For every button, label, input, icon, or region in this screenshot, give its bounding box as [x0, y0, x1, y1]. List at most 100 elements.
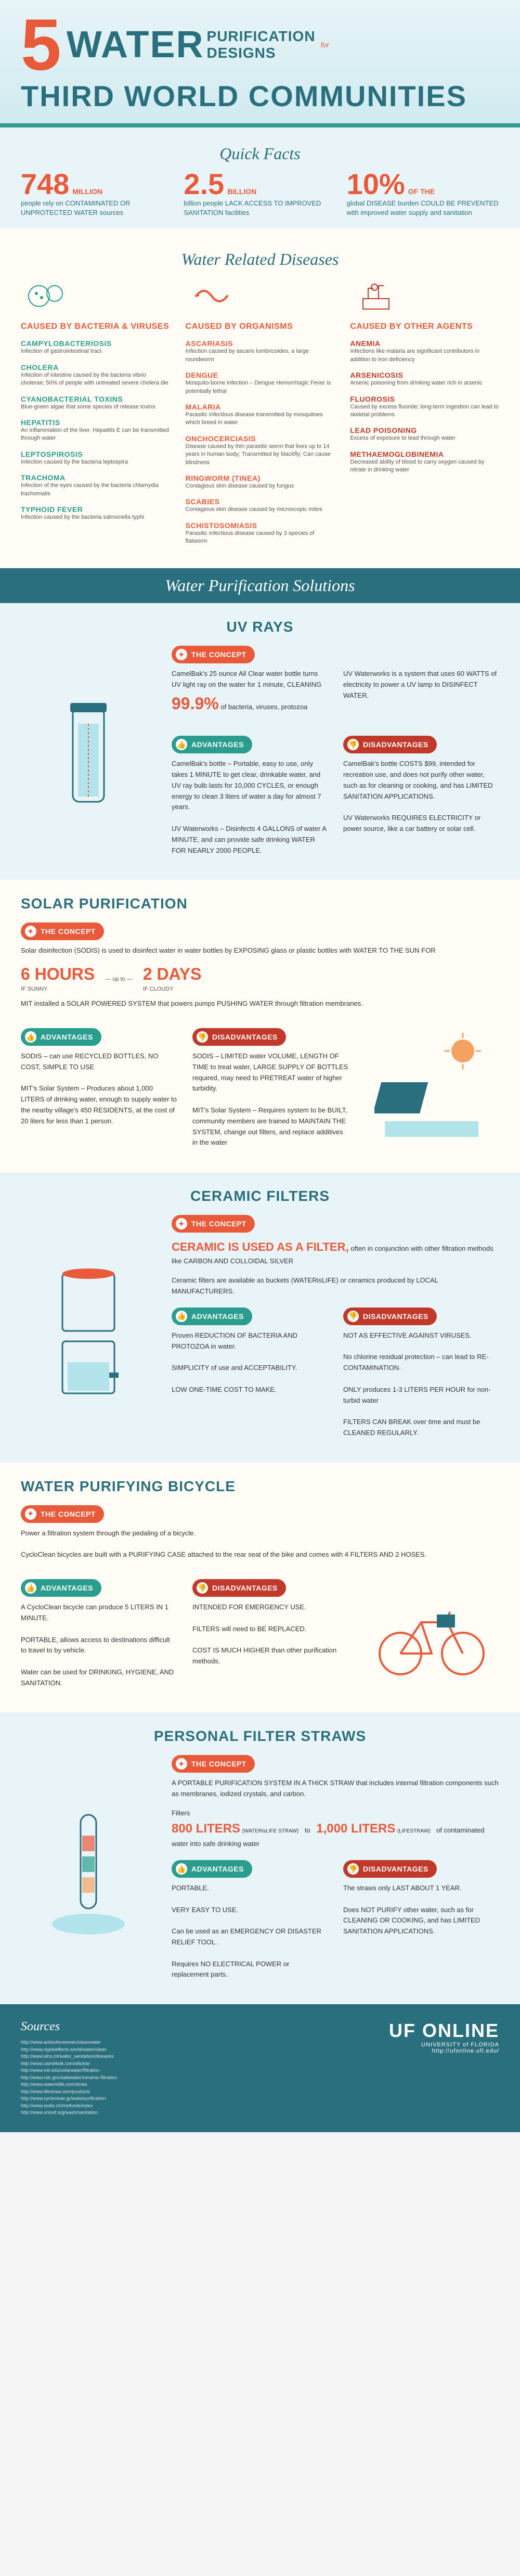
disease-item: FLUOROSISCaused by excess fluoride; long… [350, 395, 499, 419]
thumbs-up-icon: 👍 [176, 739, 187, 750]
disease-item: ARSENICOSISArsenic poisoning from drinki… [350, 371, 499, 387]
disease-column: CAUSED BY BACTERIA & VIRUSESCAMPYLOBACTE… [21, 275, 170, 553]
disadvantages-pill: 👎DISADVANTAGES [192, 1579, 286, 1597]
ceramic-concept-2: Ceramic filters are available as buckets… [172, 1275, 499, 1297]
ceramic-title: CERAMIC FILTERS [21, 1188, 499, 1204]
disease-category-icon [186, 275, 238, 317]
solar-disadvantages: SODIS – LIMITED water VOLUME, LENGTH OF … [192, 1051, 348, 1148]
disease-item: TRACHOMAInfection of the eyes caused by … [21, 473, 170, 498]
thumbs-down-icon: 👎 [197, 1031, 208, 1043]
thumbs-up-icon: 👍 [25, 1031, 36, 1043]
disease-column: CAUSED BY OTHER AGENTSANEMIAInfections l… [350, 275, 499, 553]
hero-number: 5 [21, 16, 61, 74]
solar-mit: MIT installed a SOLAR POWERED SYSTEM tha… [21, 998, 499, 1009]
disease-item: SCABIESContagious skin disease caused by… [186, 497, 335, 514]
thumbs-down-icon: 👎 [347, 1311, 359, 1322]
thumbs-up-icon: 👍 [176, 1311, 187, 1322]
quick-facts-section: Quick Facts 748MILLIONpeople rely on CON… [0, 127, 520, 228]
disease-item: CHOLERAInfection of intestine caused by … [21, 363, 170, 388]
concept-pill: ✦THE CONCEPT [21, 1505, 104, 1523]
disease-category-icon [350, 275, 402, 317]
disease-item: LEPTOSPIROSISInfection caused by the bac… [21, 450, 170, 466]
uv-advantages: CamelBak's bottle – Portable, easy to us… [172, 759, 328, 856]
hero-purification: PURIFICATION [207, 28, 316, 45]
diseases-label: Water Related Diseases [21, 250, 499, 269]
gear-icon: ✦ [176, 649, 187, 660]
disease-item: LEAD POISONINGExcess of exposure to lead… [350, 426, 499, 442]
bicycle-disadvantages: INTENDED FOR EMERGENCY USE. FILTERS will… [192, 1602, 348, 1667]
ceramic-illustration [21, 1215, 156, 1447]
disease-item: SCHISTOSOMIASISParasitic infectious dise… [186, 521, 335, 546]
straw-concept: A PORTABLE PURIFICATION SYSTEM IN A THIC… [172, 1778, 499, 1800]
bicycle-illustration [364, 1569, 499, 1697]
solutions-header: Water Purification Solutions [0, 568, 520, 603]
disease-item: RINGWORM (TINEA)Contagious skin disease … [186, 474, 335, 490]
disease-item: ANEMIAInfections like malaria are signif… [350, 339, 499, 364]
solution-uv: UV RAYS ✦THE CONCEPT CamelBak's 25 ounce… [0, 603, 520, 880]
straw-filters: Filters 800 LITERS (WATERisLIFE STRAW) t… [172, 1808, 499, 1850]
solution-bicycle: WATER PURIFYING BICYCLE ✦THE CONCEPT Pow… [0, 1463, 520, 1713]
sources-list: http://www.actionforwomen/cleanwaterhttp… [21, 2039, 117, 2117]
advantages-pill: 👍ADVANTAGES [21, 1579, 101, 1597]
gear-icon: ✦ [176, 1758, 187, 1770]
disadvantages-pill: 👎DISADVANTAGES [192, 1028, 286, 1046]
disadvantages-pill: 👎DISADVANTAGES [343, 736, 437, 753]
uv-title: UV RAYS [21, 619, 499, 635]
solution-straw: PERSONAL FILTER STRAWS ✦THE CONCEPT A PO… [0, 1712, 520, 2004]
solutions-label: Water Purification Solutions [8, 576, 512, 595]
disadvantages-pill: 👎DISADVANTAGES [343, 1308, 437, 1325]
thumbs-down-icon: 👎 [347, 739, 359, 750]
disease-item: METHAEMOGLOBINEMIADecreased ability of b… [350, 450, 499, 475]
uv-illustration [21, 646, 156, 864]
straw-advantages: PORTABLE. VERY EASY TO USE. Can be used … [172, 1883, 328, 1980]
uf-url: http://ufonline.ufl.edu/ [389, 2048, 499, 2054]
disadvantages-pill: 👎DISADVANTAGES [343, 1860, 437, 1878]
disease-column: CAUSED BY ORGANISMSASCARIASISInfection c… [186, 275, 335, 553]
hero-designs: DESIGNS [207, 45, 316, 61]
bicycle-advantages: A CycloClean bicycle can produce 5 LITER… [21, 1602, 177, 1688]
disease-item: MALARIAParasitic infectious disease tran… [186, 403, 335, 427]
hero-header: 5 WATER PURIFICATION DESIGNS for THIRD W… [0, 0, 520, 127]
hero-third: THIRD WORLD COMMUNITIES [21, 79, 499, 113]
solution-ceramic: CERAMIC FILTERS ✦THE CONCEPT CERAMIC IS … [0, 1172, 520, 1463]
disease-item: CAMPYLOBACTERIOSISInfection of gastroint… [21, 339, 170, 355]
ceramic-disadvantages: NOT AS EFFECTIVE AGAINST VIRUSES. No chl… [343, 1330, 499, 1439]
concept-pill: ✦THE CONCEPT [21, 922, 104, 940]
straw-illustration [21, 1755, 156, 1989]
fact-item: 748MILLIONpeople rely on CONTAMINATED OR… [21, 170, 173, 217]
concept-pill: ✦THE CONCEPT [172, 1215, 255, 1233]
uv-concept-1: CamelBak's 25 ounce All Clear water bott… [172, 669, 328, 717]
concept-pill: ✦THE CONCEPT [172, 1755, 255, 1773]
disease-item: HEPATITISAn inflammation of the liver. H… [21, 418, 170, 443]
hero-water: WATER [67, 23, 204, 66]
diseases-section: Water Related Diseases CAUSED BY BACTERI… [0, 228, 520, 568]
disease-item: ASCARIASISInfection caused by ascaris lu… [186, 339, 335, 364]
gear-icon: ✦ [25, 926, 36, 937]
disease-item: TYPHOID FEVERInfection caused by the bac… [21, 505, 170, 521]
fact-item: 2.5BILLIONbillion people LACK ACCESS TO … [184, 170, 336, 217]
uf-brand: UF ONLINE [389, 2020, 499, 2042]
gear-icon: ✦ [176, 1218, 187, 1229]
sources-footer: Sources http://www.actionforwomen/cleanw… [0, 2004, 520, 2132]
ceramic-concept: CERAMIC IS USED AS A FILTER, often in co… [172, 1238, 499, 1267]
gear-icon: ✦ [25, 1508, 36, 1520]
straw-disadvantages: The straws only LAST ABOUT 1 YEAR. Does … [343, 1883, 499, 1937]
thumbs-down-icon: 👎 [347, 1863, 359, 1875]
thumbs-up-icon: 👍 [25, 1582, 36, 1594]
straw-title: PERSONAL FILTER STRAWS [21, 1728, 499, 1745]
solar-title: SOLAR PURIFICATION [21, 895, 499, 912]
advantages-pill: 👍ADVANTAGES [172, 736, 252, 753]
uv-concept-2: UV Waterworks is a system that uses 60 W… [343, 669, 499, 717]
solar-advantages: SODIS – can use RECYCLED BOTTLES, NO COS… [21, 1051, 177, 1127]
advantages-pill: 👍ADVANTAGES [172, 1308, 252, 1325]
bicycle-title: WATER PURIFYING BICYCLE [21, 1478, 499, 1495]
advantages-pill: 👍ADVANTAGES [172, 1860, 252, 1878]
disease-category-icon [21, 275, 73, 317]
solution-solar: SOLAR PURIFICATION ✦THE CONCEPT Solar di… [0, 880, 520, 1172]
fact-item: 10%OF THEglobal DISEASE burden COULD BE … [347, 170, 499, 217]
thumbs-down-icon: 👎 [197, 1582, 208, 1594]
ceramic-advantages: Proven REDUCTION OF BACTERIA AND PROTOZO… [172, 1330, 328, 1395]
uv-disadvantages: CamelBak's bottle COSTS $99, intended fo… [343, 759, 499, 835]
thumbs-up-icon: 👍 [176, 1863, 187, 1875]
uf-logo: UF ONLINE UNIVERSITY of FLORIDA http://u… [389, 2020, 499, 2054]
